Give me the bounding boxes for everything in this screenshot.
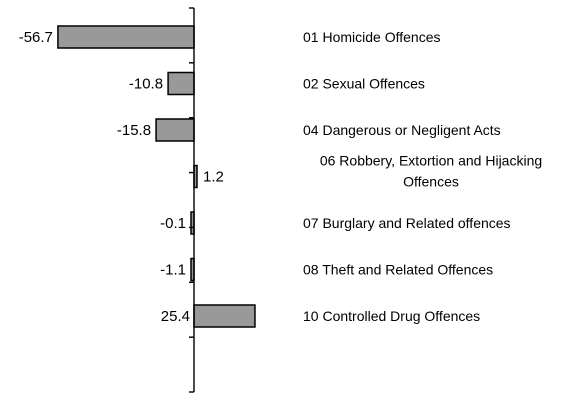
data-label: -56.7 [19,29,53,46]
category-label: 08 Theft and Related Offences [303,262,493,278]
data-label: 1.2 [203,169,224,186]
bar [167,71,195,96]
category-label: 06 Robbery, Extortion and Hijacking Offen… [320,153,542,190]
category-label: 02 Sexual Offences [303,76,425,92]
data-label: -1.1 [160,262,186,279]
bar [193,304,256,328]
bars [57,25,256,328]
bar [57,25,195,49]
category-label-line: Offences [403,174,459,190]
category-labels: 01 Homicide Offences 02 Sexual Offences 04… [303,29,542,324]
category-label: 01 Homicide Offences [303,29,440,45]
category-label: 07 Burglary and Related offences [303,215,511,231]
data-label: 25.4 [161,308,190,325]
data-label: -0.1 [160,215,186,232]
value-labels: -56.7 -10.8 -15.8 1.2 -0.1 -1.1 25.4 [19,29,224,325]
category-label: 04 Dangerous or Negligent Acts [303,122,501,138]
category-label-line: 06 Robbery, Extortion and Hijacking [320,153,542,169]
bar [155,118,195,142]
data-label: -10.8 [129,76,163,93]
category-label: 10 Controlled Drug Offences [303,308,480,324]
data-label: -15.8 [117,122,151,139]
axis-ticks [189,7,194,393]
